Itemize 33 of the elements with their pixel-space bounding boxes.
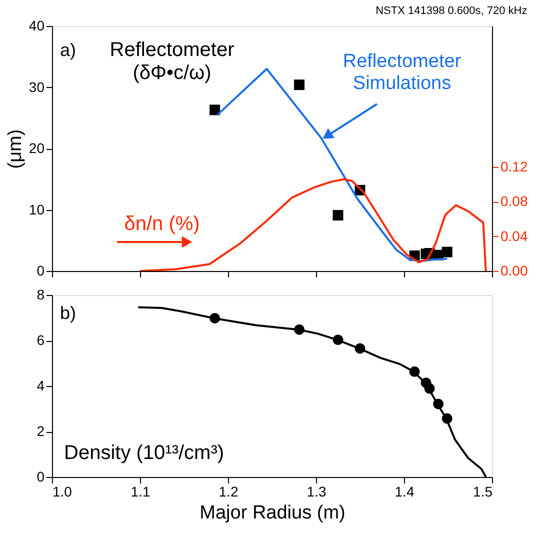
annotation: a) [60,40,76,60]
y-tick-label: 0 [36,468,45,484]
point [442,246,452,258]
point [332,210,344,221]
x-tick-label: 1.1 [130,484,150,500]
y-tick-label: 20 [28,140,45,156]
y2-tick-label: 0.12 [500,158,528,175]
x-tick-label: 1.3 [306,484,326,500]
y-tick-label: 8 [36,286,45,302]
x-tick-label: 1.0 [52,484,72,500]
series-label: Reflectometer (δΦ•c/ω) [110,39,235,84]
y-tick-label: 6 [36,332,45,348]
y-tick-label: 4 [36,378,45,394]
x-axis-title: Major Radius (m) [200,502,346,524]
y2-tick-label: 0.04 [500,228,528,244]
y-tick-label: 10 [28,201,45,218]
y-tick-label: 2 [36,423,45,439]
annotation: b) [60,303,76,323]
point [294,80,305,90]
y2-tick-label: 0.00 [500,262,528,278]
y-tick-label: 0 [36,262,45,278]
x-tick-label: 1.5 [473,484,493,500]
text: Density (10¹³/cm³) [64,442,224,464]
y-tick-label: 40 [28,18,45,34]
y2-tick-label: 0.08 [500,193,528,210]
text: Reflectometer Simulations [342,51,462,94]
chart-title: NSTX 141398 0.600s, 720 kHz [376,5,528,17]
x-tick-label: 1.2 [218,484,238,500]
y-tick-label: 30 [28,78,45,95]
point [210,104,220,116]
x-tick-label: 1.4 [394,484,414,500]
series-label: δn/n (%) [124,213,200,235]
y-axis-title: (μm) [4,129,26,169]
